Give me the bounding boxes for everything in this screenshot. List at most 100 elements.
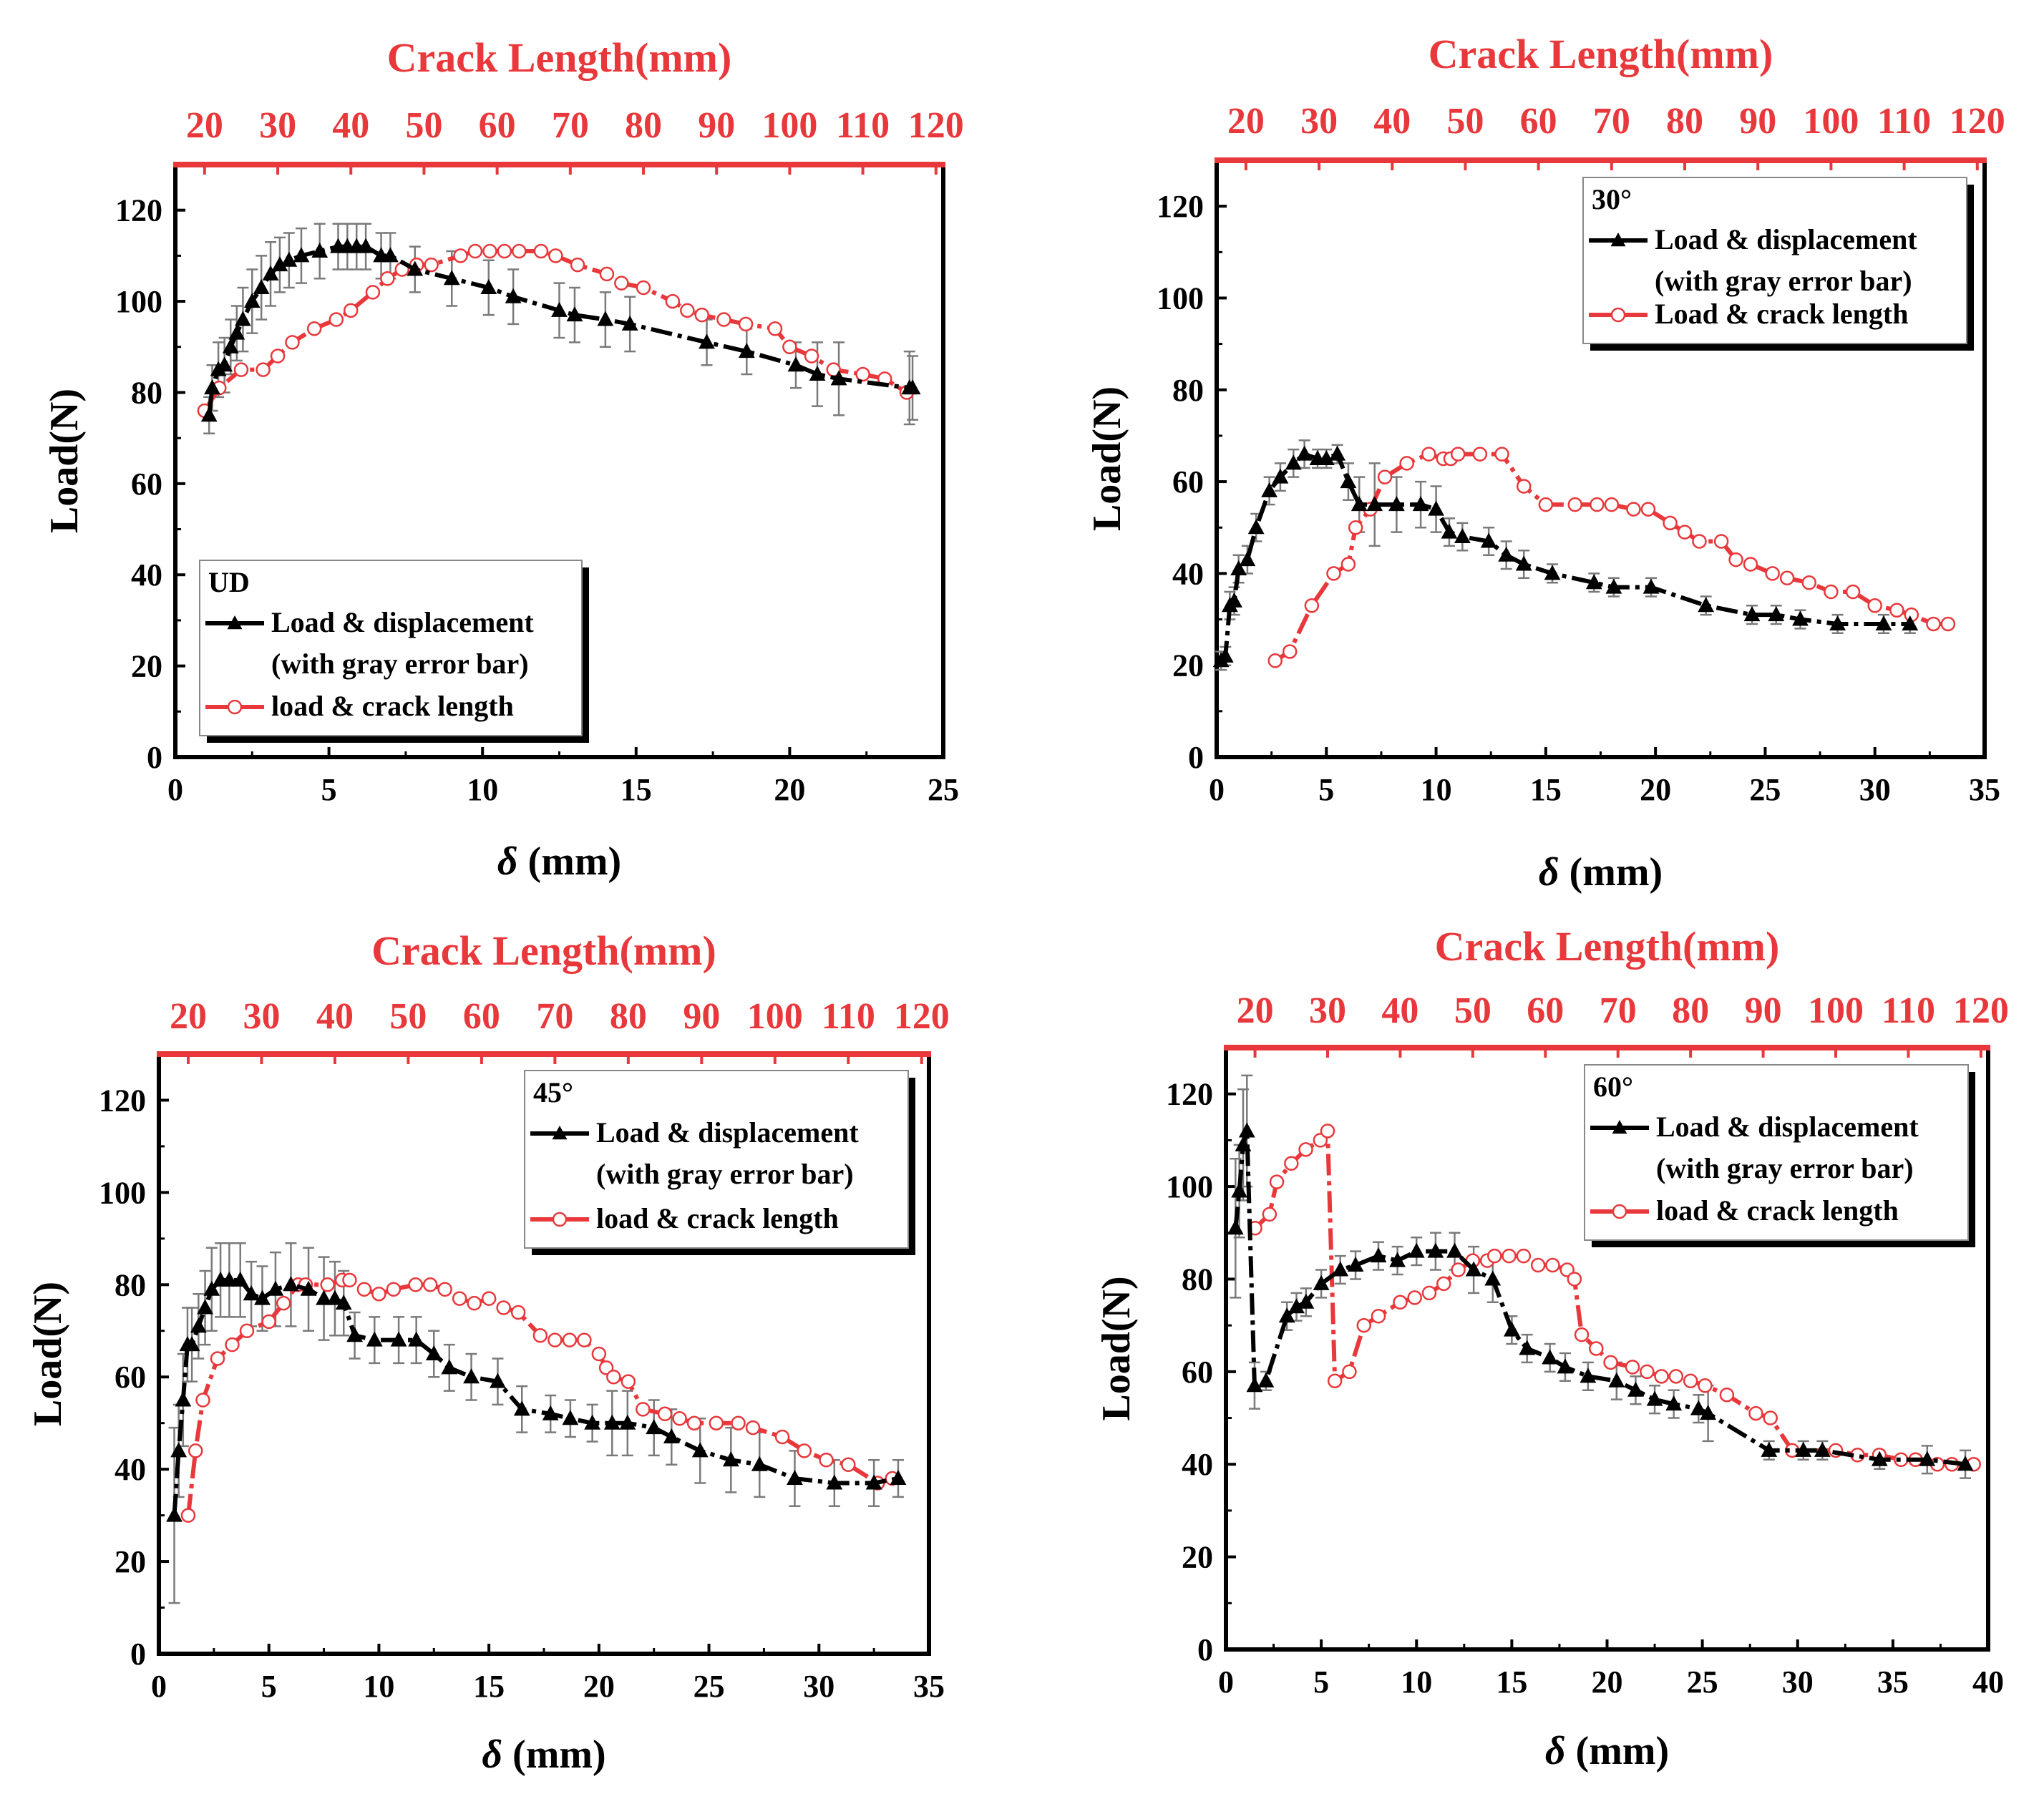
displacement-point <box>738 343 755 359</box>
displacement-point <box>311 243 328 258</box>
crack-point <box>1407 1290 1422 1305</box>
displacement-point <box>1296 445 1313 461</box>
x-tick-label: 10 <box>1401 1664 1432 1700</box>
crack-point <box>672 1410 687 1426</box>
crack-point <box>716 312 731 327</box>
crack-point <box>1516 1248 1532 1264</box>
x-tick-label: 20 <box>1592 1664 1623 1700</box>
displacement-point <box>1792 610 1809 626</box>
crack-point <box>1663 515 1678 531</box>
x-tick-label: 25 <box>1687 1664 1718 1700</box>
displacement-point <box>490 1373 506 1388</box>
legend: 60° Load & displacement (with gray error b… <box>1584 1064 1975 1247</box>
displacement-point <box>366 1331 383 1347</box>
crack-point <box>306 321 322 336</box>
crack-point <box>731 1415 746 1430</box>
displacement-point <box>1329 445 1346 461</box>
crack-point <box>437 1282 452 1297</box>
displacement-point <box>1235 1136 1252 1151</box>
displacement-point <box>1285 454 1302 470</box>
displacement-point <box>1761 1441 1778 1457</box>
displacement-point <box>1246 1377 1263 1393</box>
displacement-point <box>663 1428 680 1444</box>
displacement-point <box>1332 1261 1349 1277</box>
displacement-point <box>203 1280 220 1296</box>
legend-displacement-marker <box>1612 1120 1627 1134</box>
displacement-point <box>1919 1451 1936 1466</box>
x2-tick-label: 80 <box>625 105 662 146</box>
crack-point <box>261 1314 276 1330</box>
legend-item-crack: load & crack length <box>1656 1194 1899 1227</box>
displacement-point <box>542 1405 559 1420</box>
x-tick-label: 5 <box>1313 1664 1329 1700</box>
displacement-point <box>1318 450 1335 465</box>
legend-crack-marker <box>552 1212 568 1227</box>
displacement-point <box>480 278 497 294</box>
crack-point <box>452 1291 467 1306</box>
legend-crack-marker <box>1610 307 1626 323</box>
x2-tick-label: 120 <box>908 105 964 146</box>
crack-point <box>1348 520 1363 535</box>
crack-point <box>365 285 381 300</box>
crack-point <box>1282 644 1298 659</box>
x2-tick-label: 60 <box>1520 101 1557 142</box>
x2-tick-label: 70 <box>536 996 573 1037</box>
legend-title: 30° <box>1592 183 1632 215</box>
x-tick-label: 35 <box>1969 772 2000 807</box>
crack-point <box>356 1282 372 1297</box>
y-tick-label: 120 <box>99 1083 146 1118</box>
crack-point <box>1698 1378 1713 1393</box>
crack-point <box>1284 1156 1299 1171</box>
x2-tick-label: 80 <box>1666 101 1703 142</box>
y-tick-label: 0 <box>147 740 162 775</box>
displacement-point <box>267 1280 284 1296</box>
displacement-point <box>243 1285 260 1301</box>
crack-point <box>1765 566 1780 581</box>
crack-point <box>256 362 271 377</box>
crack-point <box>657 1406 673 1422</box>
crack-point <box>497 243 512 259</box>
displacement-point <box>253 278 270 294</box>
x-tick-label: 5 <box>1318 772 1334 807</box>
displacement-point <box>787 1470 803 1486</box>
y-tick-label: 20 <box>115 1544 146 1579</box>
displacement-point <box>1350 496 1368 512</box>
x2-tick-label: 20 <box>1237 990 1274 1031</box>
displacement-point <box>407 260 424 276</box>
legend-crack-marker <box>1612 1204 1627 1219</box>
crack-point <box>188 1443 203 1458</box>
crack-point <box>1342 1364 1357 1380</box>
top-axis-title: Crack Length(mm) <box>371 927 716 974</box>
crack-point <box>767 321 783 336</box>
x-tick-label: 0 <box>1218 1664 1234 1700</box>
panel-3: 0 5 10 15 20 25 30 35 0 20 40 60 80 100 120 20 30 40 50 60 7… <box>26 927 950 1777</box>
crack-point <box>1719 1387 1735 1403</box>
displacement-point <box>1347 1257 1364 1272</box>
displacement-point <box>1642 578 1660 594</box>
x2-tick-label: 100 <box>761 105 817 146</box>
x2-tick-label: 60 <box>463 996 500 1037</box>
crack-point <box>1393 1295 1408 1310</box>
y-tick-label: 100 <box>1166 1169 1213 1204</box>
y-tick-label: 40 <box>115 1452 146 1487</box>
crack-point <box>1567 1272 1582 1287</box>
legend-item-displacement: Load & displacement <box>1656 1111 1919 1143</box>
x2-tick-label: 50 <box>405 105 442 146</box>
crack-point <box>774 1429 790 1445</box>
displacement-point <box>1257 1372 1275 1388</box>
x2-tick-label: 30 <box>259 105 296 146</box>
x2-tick-label: 110 <box>1882 990 1935 1031</box>
crack-point <box>496 1300 511 1315</box>
x-tick-label: 20 <box>1640 772 1671 807</box>
legend-item-displacement: Load & displacement <box>1655 223 1917 255</box>
crack-point <box>512 243 527 259</box>
crack-point <box>344 303 359 318</box>
x2-tick-label: 90 <box>1745 990 1782 1031</box>
crack-point <box>1668 1369 1684 1384</box>
x2-tick-label: 20 <box>186 105 223 146</box>
crack-point <box>665 293 681 309</box>
panel-1: 0 5 10 15 20 25 0 20 40 60 80 100 120 20 30 40 50 60 70 80 9… <box>42 34 964 884</box>
crack-point <box>686 1415 702 1430</box>
crack-point <box>745 1420 761 1435</box>
y-tick-label: 100 <box>1157 281 1204 316</box>
